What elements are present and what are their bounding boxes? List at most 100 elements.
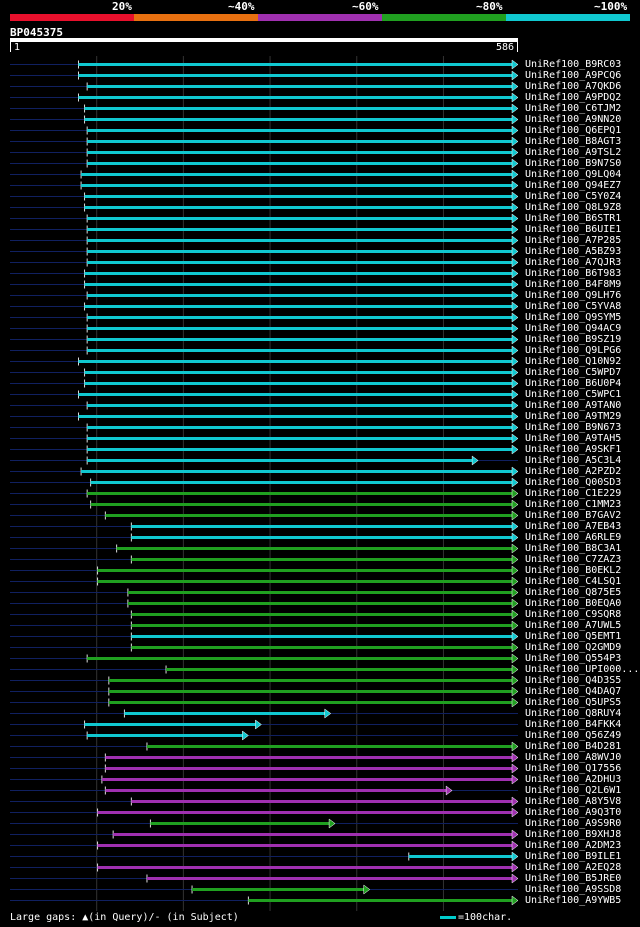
hit-label-47[interactable]: UniRef100_C4LSQ1 <box>525 575 622 587</box>
hit-label-10[interactable]: UniRef100_Q9LQ04 <box>525 168 622 180</box>
hit-arrow-75 <box>363 884 371 895</box>
hit-label-75[interactable]: UniRef100_A9SSD8 <box>525 883 622 895</box>
hit-label-33[interactable]: UniRef100_B9N673 <box>525 421 622 433</box>
hit-bar-18 <box>87 261 512 264</box>
hit-label-9[interactable]: UniRef100_B9N7S0 <box>525 157 622 169</box>
hit-label-48[interactable]: UniRef100_Q875E5 <box>525 586 622 598</box>
hit-label-38[interactable]: UniRef100_Q00SD3 <box>525 476 622 488</box>
hit-label-13[interactable]: UniRef100_Q8L9Z8 <box>525 201 622 213</box>
hit-label-21[interactable]: UniRef100_Q9LH76 <box>525 289 622 301</box>
hit-label-22[interactable]: UniRef100_C5YVA8 <box>525 300 622 312</box>
hit-bar-35 <box>87 448 512 451</box>
hit-label-34[interactable]: UniRef100_A9TAH5 <box>525 432 622 444</box>
hit-label-18[interactable]: UniRef100_A7QJR3 <box>525 256 622 268</box>
hit-label-43[interactable]: UniRef100_A6RLE9 <box>525 531 622 543</box>
hit-label-42[interactable]: UniRef100_A7EB43 <box>525 520 622 532</box>
hit-label-31[interactable]: UniRef100_A9TAN0 <box>525 399 622 411</box>
hit-label-24[interactable]: UniRef100_Q94AC9 <box>525 322 622 334</box>
hit-label-65[interactable]: UniRef100_A2DHU3 <box>525 773 622 785</box>
hit-label-52[interactable]: UniRef100_Q5EMT1 <box>525 630 622 642</box>
hit-label-70[interactable]: UniRef100_B9XHJ8 <box>525 828 622 840</box>
legend-label-20: 20% <box>112 0 132 13</box>
hit-label-20[interactable]: UniRef100_B4F8M9 <box>525 278 622 290</box>
hit-label-4[interactable]: UniRef100_C6TJM2 <box>525 102 622 114</box>
hit-label-16[interactable]: UniRef100_A7P285 <box>525 234 622 246</box>
hit-label-29[interactable]: UniRef100_B6U0P4 <box>525 377 622 389</box>
hit-label-64[interactable]: UniRef100_Q17556 <box>525 762 622 774</box>
hit-label-67[interactable]: UniRef100_A8Y5V8 <box>525 795 622 807</box>
hit-label-36[interactable]: UniRef100_A5C3L4 <box>525 454 622 466</box>
hit-label-40[interactable]: UniRef100_C1MM23 <box>525 498 622 510</box>
hit-label-30[interactable]: UniRef100_C5WPC1 <box>525 388 622 400</box>
hit-label-5[interactable]: UniRef100_A9NN20 <box>525 113 622 125</box>
hit-bar-32 <box>78 415 512 418</box>
hit-label-7[interactable]: UniRef100_B8AGT3 <box>525 135 622 147</box>
hit-label-55[interactable]: UniRef100_UPI000... <box>525 663 640 675</box>
hit-label-50[interactable]: UniRef100_C9SQR8 <box>525 608 622 620</box>
legend-swatch-2 <box>258 14 382 21</box>
hit-label-46[interactable]: UniRef100_B0EKL2 <box>525 564 622 576</box>
hit-bar-40 <box>90 503 513 506</box>
hit-bar-65 <box>101 778 513 781</box>
hit-bar-38 <box>90 481 513 484</box>
hit-arrow-14 <box>511 213 519 224</box>
hit-label-6[interactable]: UniRef100_Q6EPQ1 <box>525 124 622 136</box>
hit-label-49[interactable]: UniRef100_B0EQA0 <box>525 597 622 609</box>
hit-bar-63 <box>105 756 512 759</box>
hit-bar-11 <box>81 184 512 187</box>
hit-label-19[interactable]: UniRef100_B6T983 <box>525 267 622 279</box>
hit-arrow-28 <box>511 367 519 378</box>
hit-label-73[interactable]: UniRef100_A2EQ28 <box>525 861 622 873</box>
axis-end-label: 586 <box>496 42 515 53</box>
hit-label-71[interactable]: UniRef100_A2DM23 <box>525 839 622 851</box>
hit-label-0[interactable]: UniRef100_B9RC03 <box>525 58 622 70</box>
hit-label-53[interactable]: UniRef100_Q2GMD9 <box>525 641 622 653</box>
hit-label-72[interactable]: UniRef100_B9ILE1 <box>525 850 622 862</box>
hit-label-23[interactable]: UniRef100_Q9SYM5 <box>525 311 622 323</box>
hit-label-28[interactable]: UniRef100_C5WPD7 <box>525 366 622 378</box>
hit-label-44[interactable]: UniRef100_B8C3A1 <box>525 542 622 554</box>
hit-label-59[interactable]: UniRef100_Q8RUY4 <box>525 707 622 719</box>
hit-label-69[interactable]: UniRef100_A9S9R0 <box>525 817 622 829</box>
hit-label-35[interactable]: UniRef100_A9SKF1 <box>525 443 622 455</box>
hit-bar-73 <box>97 866 513 869</box>
hit-bar-14 <box>87 217 512 220</box>
hit-label-14[interactable]: UniRef100_B6STR1 <box>525 212 622 224</box>
hit-label-25[interactable]: UniRef100_B9SZ19 <box>525 333 622 345</box>
hit-bar-1 <box>78 74 512 77</box>
hit-label-56[interactable]: UniRef100_Q4D3S5 <box>525 674 622 686</box>
hit-arrow-5 <box>511 114 519 125</box>
hit-label-11[interactable]: UniRef100_Q94EZ7 <box>525 179 622 191</box>
hit-label-76[interactable]: UniRef100_A9YWB5 <box>525 894 622 906</box>
hit-label-2[interactable]: UniRef100_A7QKD6 <box>525 80 622 92</box>
hit-label-45[interactable]: UniRef100_C7ZAZ3 <box>525 553 622 565</box>
hit-label-32[interactable]: UniRef100_A9TM29 <box>525 410 622 422</box>
hit-label-15[interactable]: UniRef100_B6UIE1 <box>525 223 622 235</box>
hit-label-1[interactable]: UniRef100_A9PCQ6 <box>525 69 622 81</box>
hit-label-17[interactable]: UniRef100_A5BZ93 <box>525 245 622 257</box>
hit-label-60[interactable]: UniRef100_B4FKK4 <box>525 718 622 730</box>
hit-arrow-48 <box>511 587 519 598</box>
hit-bar-17 <box>87 250 512 253</box>
hit-bar-41 <box>105 514 512 517</box>
hit-label-41[interactable]: UniRef100_B7GAV2 <box>525 509 622 521</box>
hit-label-61[interactable]: UniRef100_Q56Z49 <box>525 729 622 741</box>
hit-label-68[interactable]: UniRef100_A9Q3T0 <box>525 806 622 818</box>
hit-label-62[interactable]: UniRef100_B4D281 <box>525 740 622 752</box>
hit-label-37[interactable]: UniRef100_A2PZD2 <box>525 465 622 477</box>
hit-label-8[interactable]: UniRef100_A9TSL2 <box>525 146 622 158</box>
hit-label-57[interactable]: UniRef100_Q4DAQ7 <box>525 685 622 697</box>
hit-label-54[interactable]: UniRef100_Q554P3 <box>525 652 622 664</box>
hit-label-74[interactable]: UniRef100_B5JRE0 <box>525 872 622 884</box>
hit-arrow-23 <box>511 312 519 323</box>
hit-label-27[interactable]: UniRef100_Q10N92 <box>525 355 622 367</box>
hit-label-51[interactable]: UniRef100_A7UWL5 <box>525 619 622 631</box>
hit-label-39[interactable]: UniRef100_C1E229 <box>525 487 622 499</box>
hit-label-3[interactable]: UniRef100_A9PDQ2 <box>525 91 622 103</box>
hit-label-12[interactable]: UniRef100_C5Y0Z4 <box>525 190 622 202</box>
hit-label-63[interactable]: UniRef100_A8WVJ0 <box>525 751 622 763</box>
hit-label-66[interactable]: UniRef100_Q2L6W1 <box>525 784 622 796</box>
hit-label-58[interactable]: UniRef100_Q5UPS5 <box>525 696 622 708</box>
hit-label-26[interactable]: UniRef100_Q9LPG6 <box>525 344 622 356</box>
